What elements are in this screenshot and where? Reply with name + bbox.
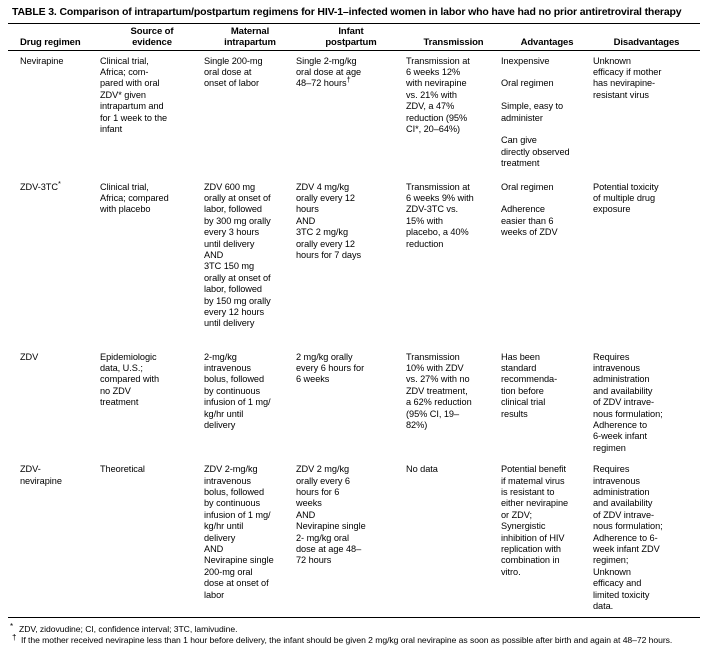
footnotes: * ZDV, zidovudine; CI, confidence interva… [8,618,700,646]
cell-source-of-evidence: Clinical trial, Africa; com- pared with … [100,55,168,134]
footnote-marker-asterisk: * [57,178,61,188]
table-body: Nevirapine Clinical trial, Africa; com- … [8,50,700,617]
cell-transmission: Transmission at 6 weeks 9% with ZDV-3TC … [406,181,474,249]
cell-source-of-evidence: Epidemiologic data, U.S.; compared with … [100,351,160,408]
advantage-item: Oral regimen [501,78,554,89]
cell-maternal-intrapartum: Single 200-mg oral dose at onset of labo… [204,55,263,89]
cell-disadvantages: Requires intravenous administration and … [593,464,663,612]
cell-source-of-evidence: Clinical trial, Africa; compared with pl… [100,181,169,215]
cell-transmission: No data [406,464,438,475]
cell-infant-postpartum: ZDV 4 mg/kg orally every 12 hours AND 3T… [296,181,362,260]
cell-advantages: Inexpensive Oral regimen Simple, easy to… [501,50,593,177]
cell-advantages: Oral regimen Adherence easier than 6 wee… [501,177,593,347]
header-row: Drug regimen Source of evidence Maternal… [8,23,700,51]
cell-transmission: Transmission 10% with ZDV vs. 27% with n… [406,351,472,430]
advantage-item: Inexpensive [501,55,550,66]
cell-disadvantages: Requires intravenous administration and … [593,351,663,453]
column-header-advantages: Advantages [501,23,593,51]
advantage-item: Adherence easier than 6 weeks of ZDV [501,204,558,238]
footnote-item: * ZDV, zidovudine; CI, confidence interva… [10,621,238,635]
advantage-item: Simple, easy to administer [501,101,564,123]
table-bottom-rule [8,617,700,619]
cell-maternal-intrapartum: ZDV 600 mg orally at onset of labor, fol… [204,181,271,329]
cell-infant-postpartum: ZDV 2 mg/kg orally every 6 hours for 6 w… [296,464,366,566]
cell-source-of-evidence: Theoretical [100,464,145,475]
cell-text: Single 2-mg/kg oral dose at age 48–72 ho… [296,55,362,89]
table-row: ZDV Epidemiologic data, U.S.; compared w… [8,347,700,460]
table-row: ZDV-3TC* Clinical trial, Africa; compare… [8,177,700,347]
advantage-item: Has been standard recommenda- tion befor… [501,351,558,419]
cell-text: ZDV-3TC [20,181,58,192]
footnote-text: ZDV, zidovudine; CI, confidence interval… [19,624,238,635]
cell-disadvantages: Unknown efficacy if mother has nevirapin… [593,55,662,100]
cell-infant-postpartum: 2 mg/kg orally every 6 hours for 6 weeks [296,351,365,385]
table-header: Drug regimen Source of evidence Maternal… [8,23,700,51]
table-row: ZDV- nevirapine Theoretical ZDV 2-mg/kg … [8,459,700,617]
cell-advantages: Potential benefit if matemal virus is re… [501,459,593,617]
cell-transmission: Transmission at 6 weeks 12% with nevirap… [406,55,470,134]
advantage-item: Oral regimen [501,181,554,192]
table-title: TABLE 3. Comparison of intrapartum/postp… [12,6,682,18]
advantage-item: Potential benefit if matemal virus is re… [501,464,569,577]
cell-drug-regimen: Nevirapine [20,55,64,66]
cell-maternal-intrapartum: 2-mg/kg intravenous bolus, followed by c… [204,351,271,430]
cell-drug-regimen: ZDV [20,351,39,362]
column-header-transmission: Transmission [406,23,501,51]
title-bottom-rule [8,22,700,24]
comparison-table: Drug regimen Source of evidence Maternal… [8,23,700,618]
cell-disadvantages: Potential toxicity of multiple drug expo… [593,181,659,215]
column-header-source-of-evidence: Source of evidence [100,23,204,51]
cell-drug-regimen: ZDV-3TC* [8,177,100,347]
advantage-item: Can give directly observed treatment [501,135,570,169]
column-header-infant-postpartum: Infant postpartum [296,23,406,51]
cell-drug-regimen: ZDV- nevirapine [20,464,62,486]
footnote-marker-dagger: † [346,75,351,85]
column-header-disadvantages: Disadvantages [593,23,700,51]
column-header-maternal-intrapartum: Maternal intrapartum [204,23,296,51]
table-row: Nevirapine Clinical trial, Africa; com- … [8,50,700,177]
footnote-item: † If the mother received nevirapine less … [12,632,673,646]
cell-maternal-intrapartum: ZDV 2-mg/kg intravenous bolus, followed … [204,464,274,600]
cell-advantages: Has been standard recommenda- tion befor… [501,347,593,460]
column-header-drug-regimen: Drug regimen [8,23,100,51]
footnote-text: If the mother received nevirapine less t… [21,635,673,646]
cell-infant-postpartum: Single 2-mg/kg oral dose at age 48–72 ho… [296,50,406,177]
